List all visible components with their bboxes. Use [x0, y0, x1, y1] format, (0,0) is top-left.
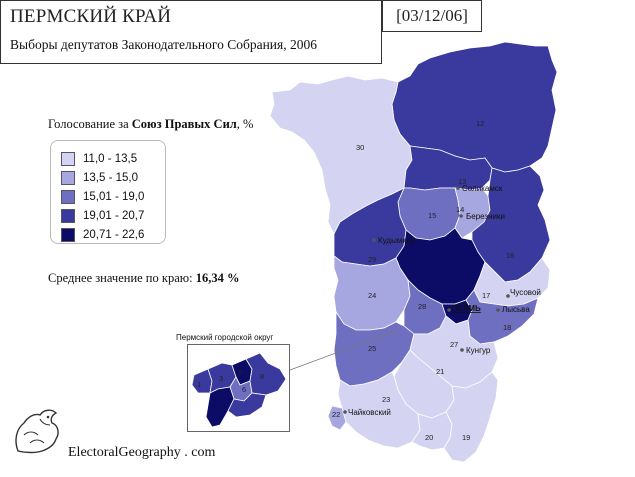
city-label: Кудымкар	[378, 236, 415, 245]
city-dot	[460, 348, 464, 352]
city-label: ПЕРМЬ	[452, 304, 481, 313]
inset-title: Пермский городской округ	[176, 333, 274, 342]
city-dot	[506, 294, 510, 298]
average-label: Среднее значение по краю:	[48, 271, 196, 285]
district-18	[465, 289, 539, 345]
legend-item: 13,5 - 15,0	[61, 169, 138, 187]
district-number: 25	[368, 344, 376, 353]
city-dot	[496, 308, 500, 312]
inset-district-8	[245, 352, 287, 396]
map-subtitle: Выборы депутатов Законодательного Собран…	[10, 37, 317, 52]
legend-label: 15,01 - 19,0	[83, 191, 145, 203]
legend-caption-prefix: Голосование за	[48, 117, 132, 131]
average-number: 16,34	[195, 271, 224, 285]
legend-swatch	[61, 209, 75, 223]
legend-item: 20,71 - 22,6	[61, 226, 144, 244]
district-number: 19	[462, 433, 470, 442]
district-number: 24	[368, 291, 376, 300]
legend: 11,0 - 13,5 13,5 - 15,0 15,01 - 19,0 19,…	[50, 140, 166, 244]
map-title: ПЕРМСКИЙ КРАЙ	[10, 6, 172, 27]
legend-label: 11,0 - 13,5	[83, 153, 138, 165]
city-label: Березники	[466, 212, 505, 221]
city-label: Лысьва	[502, 305, 530, 314]
legend-caption: Голосование за Союз Правых Сил, %	[48, 117, 253, 132]
district-number: 13	[458, 177, 466, 186]
griffin-logo	[15, 409, 59, 454]
inset-connector	[289, 329, 399, 371]
city-label: Чайковский	[348, 408, 391, 417]
legend-swatch	[61, 228, 75, 242]
city-dot	[343, 410, 347, 414]
district-number: 17	[482, 291, 490, 300]
legend-swatch	[61, 152, 75, 166]
inset-district-number: 3	[219, 374, 223, 383]
district-number: 14	[456, 205, 464, 214]
average-unit: %	[223, 271, 240, 285]
legend-item: 19,01 - 20,7	[61, 207, 144, 225]
city-label: Чусовой	[510, 288, 541, 297]
inset-district-southeast	[227, 392, 267, 418]
district-number: 21	[436, 367, 444, 376]
site-credit: ElectoralGeography . com	[68, 445, 216, 460]
inset-frame: 1 3 5 6 8	[187, 344, 290, 432]
district-24	[333, 255, 411, 331]
district-number: 18	[503, 323, 511, 332]
inset-district-number: 8	[260, 372, 264, 381]
district-number: 12	[476, 119, 484, 128]
city-dot	[459, 214, 463, 218]
district-number: 22	[332, 410, 340, 419]
legend-swatch	[61, 190, 75, 204]
legend-item: 15,01 - 19,0	[61, 188, 144, 206]
legend-label: 20,71 - 22,6	[83, 229, 145, 241]
legend-swatch	[61, 171, 75, 185]
district-number: 23	[382, 395, 390, 404]
legend-label: 13,5 - 15,0	[83, 172, 138, 184]
district-22	[327, 405, 347, 431]
district-number: 15	[428, 211, 436, 220]
legend-caption-suffix: , %	[236, 117, 254, 131]
inset-district-south	[205, 386, 235, 428]
district-number: 20	[425, 433, 433, 442]
inset-district-number: 5	[238, 368, 242, 377]
legend-caption-party: Союз Правых Сил	[131, 117, 237, 131]
district-number: 28	[418, 302, 426, 311]
city-dot	[372, 238, 376, 242]
average-value: Среднее значение по краю: 16,34 %	[48, 271, 239, 286]
election-date: [03/12/06]	[382, 0, 482, 32]
district-number: 30	[356, 143, 364, 152]
legend-item: 11,0 - 13,5	[61, 150, 137, 168]
district-number: 16	[506, 251, 514, 260]
city-dot	[447, 308, 451, 312]
city-label: Соликамск	[462, 184, 503, 193]
inset-district-number: 1	[197, 380, 201, 389]
title-box	[0, 0, 382, 64]
legend-label: 19,01 - 20,7	[83, 210, 145, 222]
district-19	[443, 371, 499, 463]
district-number: 27	[450, 340, 458, 349]
city-dot	[456, 186, 460, 190]
city-label: Кунгур	[466, 346, 491, 355]
perm-city-inset-map: 1 3 5 6 8	[191, 352, 287, 428]
inset-district-number: 6	[242, 385, 246, 394]
district-number: 29	[368, 255, 376, 264]
